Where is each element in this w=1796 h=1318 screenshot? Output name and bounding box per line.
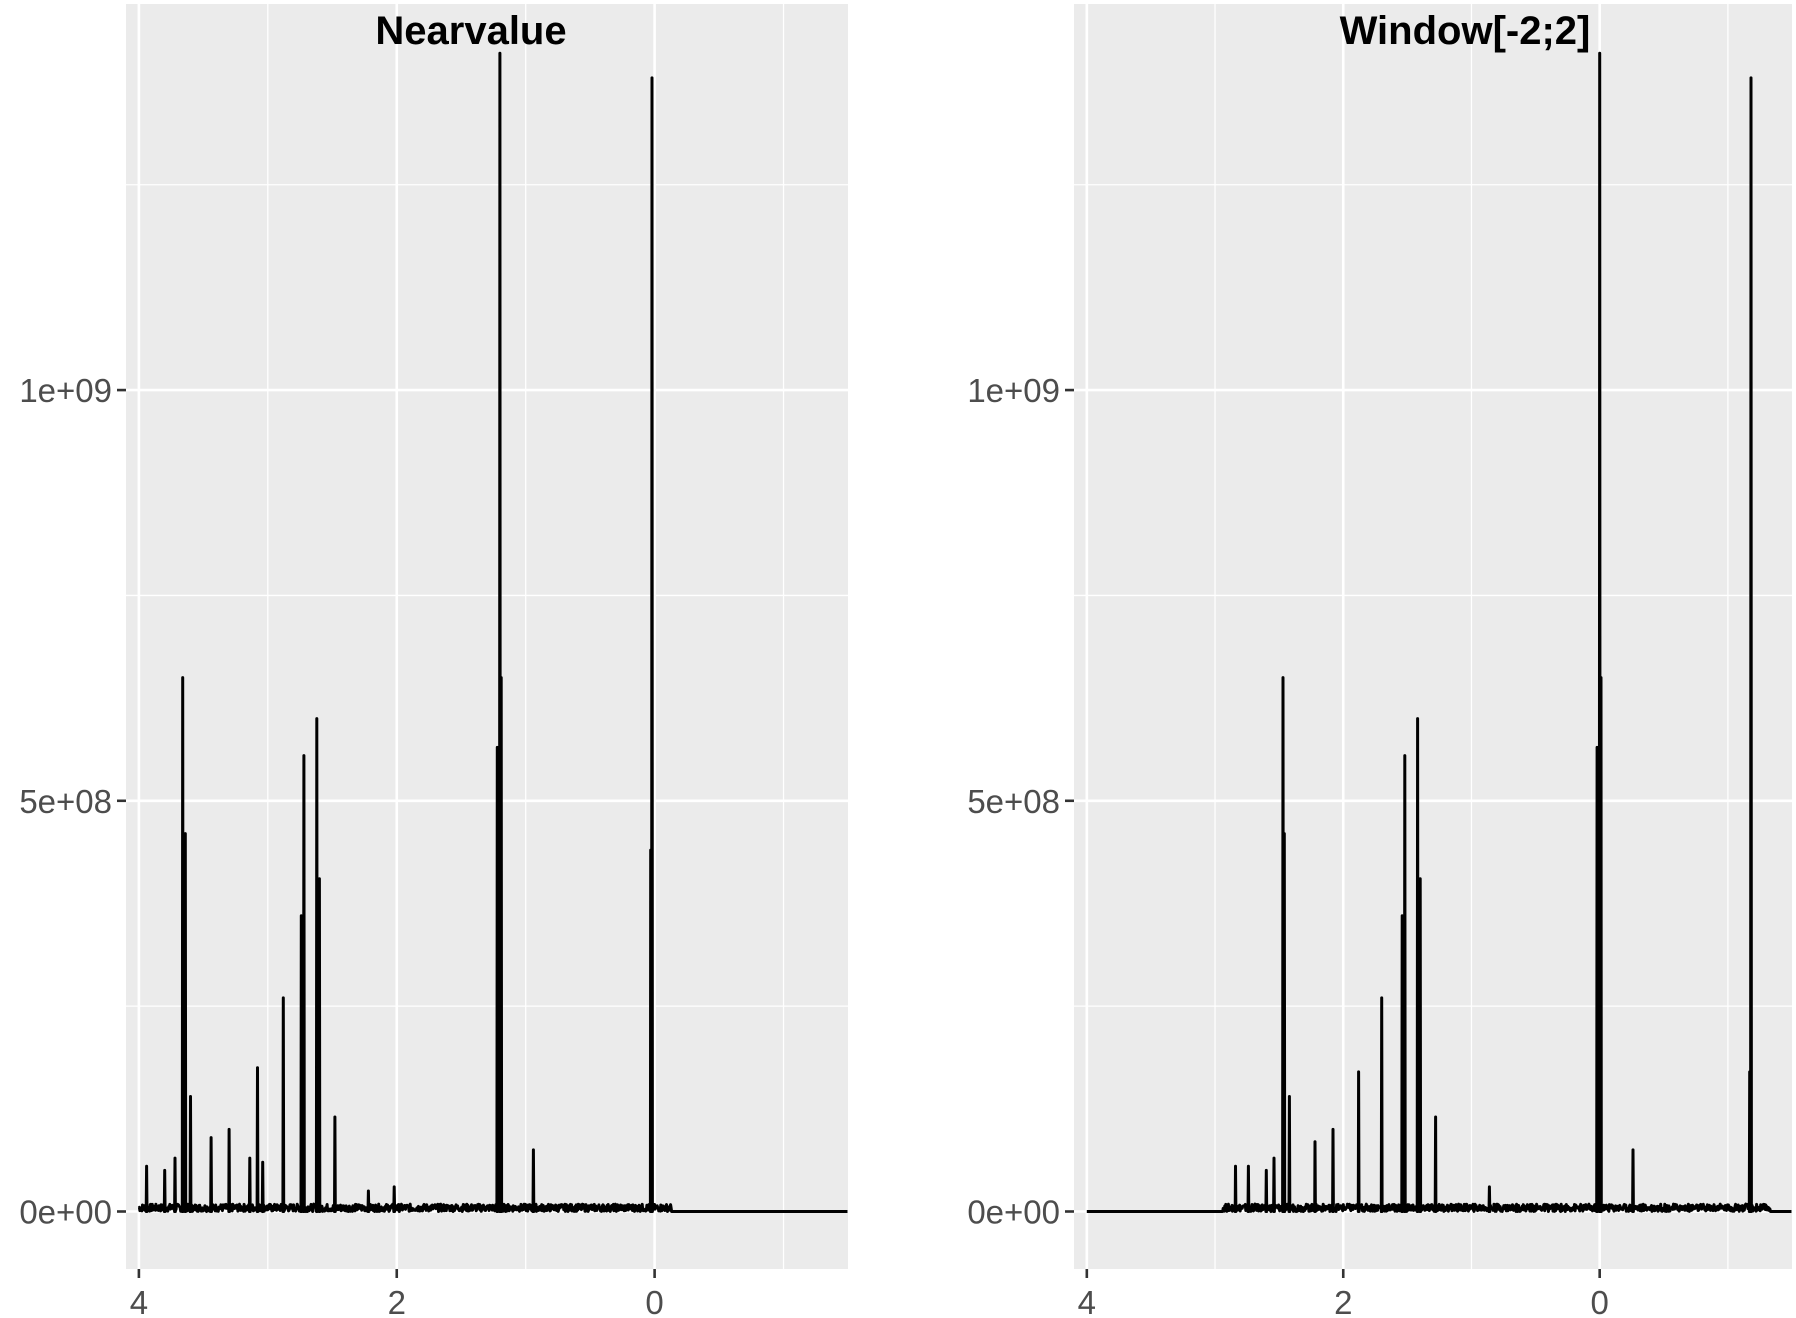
y-tick-label: 0e+00 bbox=[19, 1194, 112, 1231]
y-tick-label: 5e+08 bbox=[19, 783, 112, 820]
panel-title: Nearvalue bbox=[375, 9, 566, 53]
x-tick-label: 4 bbox=[130, 1284, 148, 1318]
axis-ticks: 4 2 0 0e+00 5e+08 1e+09 bbox=[967, 372, 1609, 1318]
spectrum-line bbox=[137, 51, 849, 1213]
y-tick-label: 1e+09 bbox=[967, 372, 1060, 409]
panel-title: Window[-2;2] bbox=[1340, 9, 1591, 53]
x-tick-label: 0 bbox=[1590, 1284, 1608, 1318]
y-tick-label: 0e+00 bbox=[967, 1194, 1060, 1231]
plot-background bbox=[126, 4, 848, 1269]
axis-ticks: 4 2 0 0e+00 5e+08 1e+09 bbox=[19, 372, 663, 1318]
x-tick-label: 0 bbox=[645, 1284, 663, 1318]
plot-background bbox=[1074, 4, 1792, 1269]
spectrum-line bbox=[1085, 51, 1793, 1213]
x-tick-label: 4 bbox=[1078, 1284, 1096, 1318]
y-tick-label: 1e+09 bbox=[19, 372, 112, 409]
x-tick-label: 2 bbox=[388, 1284, 406, 1318]
panel-window: 4 2 0 0e+00 5e+08 1e+09 Window[-2;2] bbox=[967, 4, 1793, 1318]
x-tick-label: 2 bbox=[1334, 1284, 1352, 1318]
y-tick-label: 5e+08 bbox=[967, 783, 1060, 820]
panel-nearvalue: 4 2 0 0e+00 5e+08 1e+09 Nearvalue bbox=[19, 4, 849, 1318]
